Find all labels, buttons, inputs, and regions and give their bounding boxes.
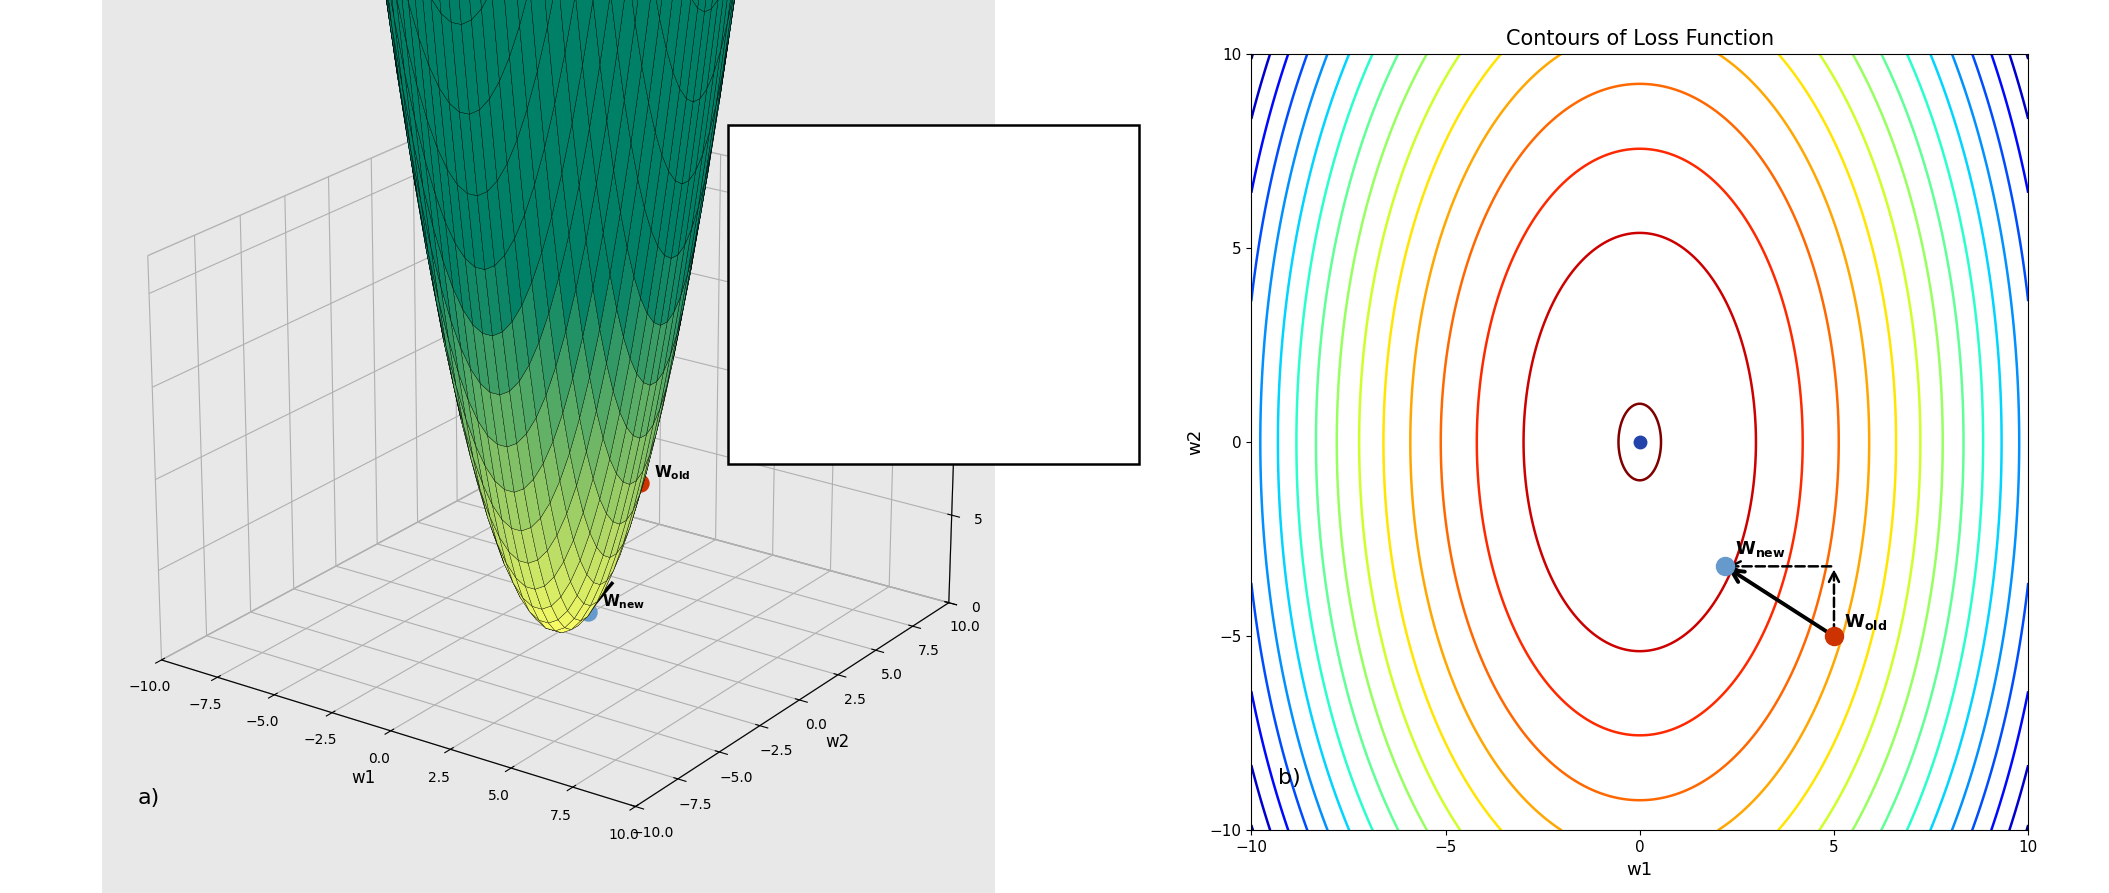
X-axis label: w1: w1 — [1626, 861, 1653, 879]
Text: $w_{1,\mathrm{new}} = w_{1,\mathrm{old}} - \eta\dfrac{\partial \mathrm{L}}{\part: $w_{1,\mathrm{new}} = w_{1,\mathrm{old}}… — [820, 192, 1046, 235]
Text: a): a) — [137, 788, 160, 807]
Y-axis label: w2: w2 — [1185, 429, 1204, 455]
Text: b): b) — [1278, 768, 1301, 788]
Text: $\mathbf{W_{old}}$: $\mathbf{W_{old}}$ — [1843, 613, 1888, 632]
Title: Contours of Loss Function: Contours of Loss Function — [1506, 29, 1774, 49]
Text: $w_{2,\mathrm{new}} = w_{2,\mathrm{old}} - \eta\dfrac{\partial \mathrm{L}}{\part: $w_{2,\mathrm{new}} = w_{2,\mathrm{old}}… — [820, 368, 1046, 411]
X-axis label: w1: w1 — [352, 770, 375, 788]
Text: $\mathbf{W_{new}}$: $\mathbf{W_{new}}$ — [1736, 538, 1786, 559]
FancyBboxPatch shape — [728, 125, 1139, 464]
Y-axis label: w2: w2 — [825, 733, 850, 751]
